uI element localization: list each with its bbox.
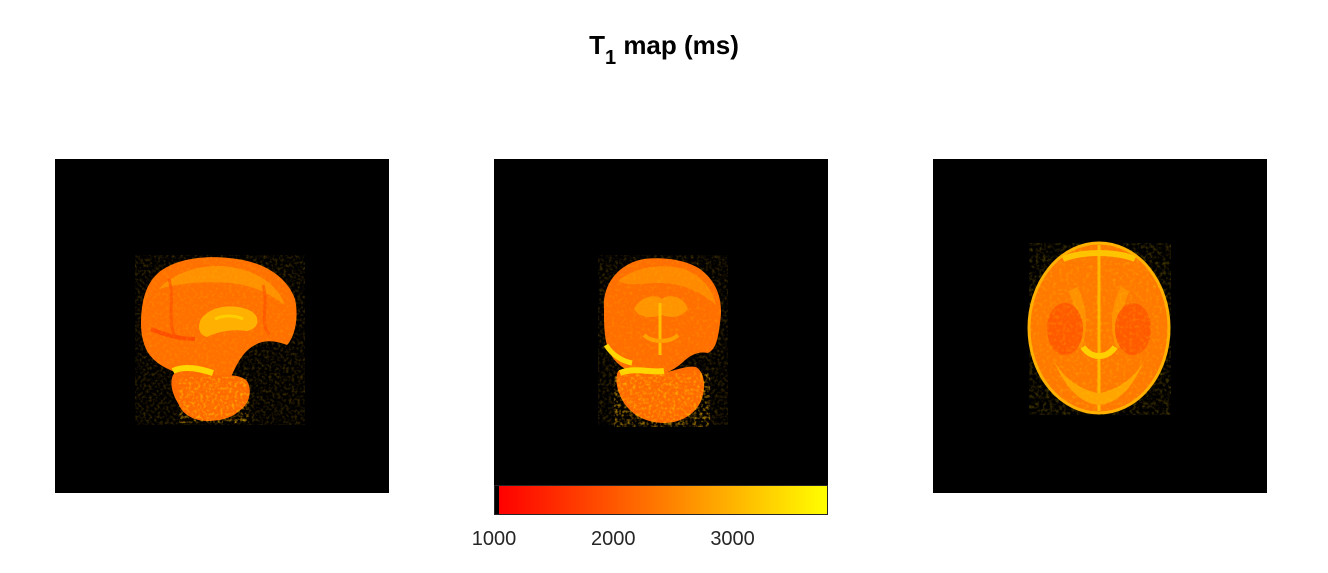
title-main: T	[589, 30, 605, 60]
colorbar-tick-label: 2000	[591, 528, 636, 550]
coronal-slice-panel	[494, 159, 828, 493]
title-subscript: 1	[604, 47, 617, 69]
colorbar-tick-label: 3000	[710, 528, 755, 550]
title-rest: map (ms)	[616, 30, 739, 60]
colorbar	[494, 485, 828, 515]
colorbar-tick-label: 1000	[471, 528, 517, 550]
sagittal-slice-panel	[55, 159, 389, 493]
colorbar-tick-labels: 1000 2000 3000	[0, 528, 1328, 556]
sagittal-brain-image	[135, 255, 305, 425]
axial-slice-panel	[933, 159, 1267, 493]
figure-title: T1 map (ms)	[0, 30, 1328, 68]
axial-brain-image	[1027, 241, 1171, 415]
coronal-brain-image	[598, 255, 728, 427]
